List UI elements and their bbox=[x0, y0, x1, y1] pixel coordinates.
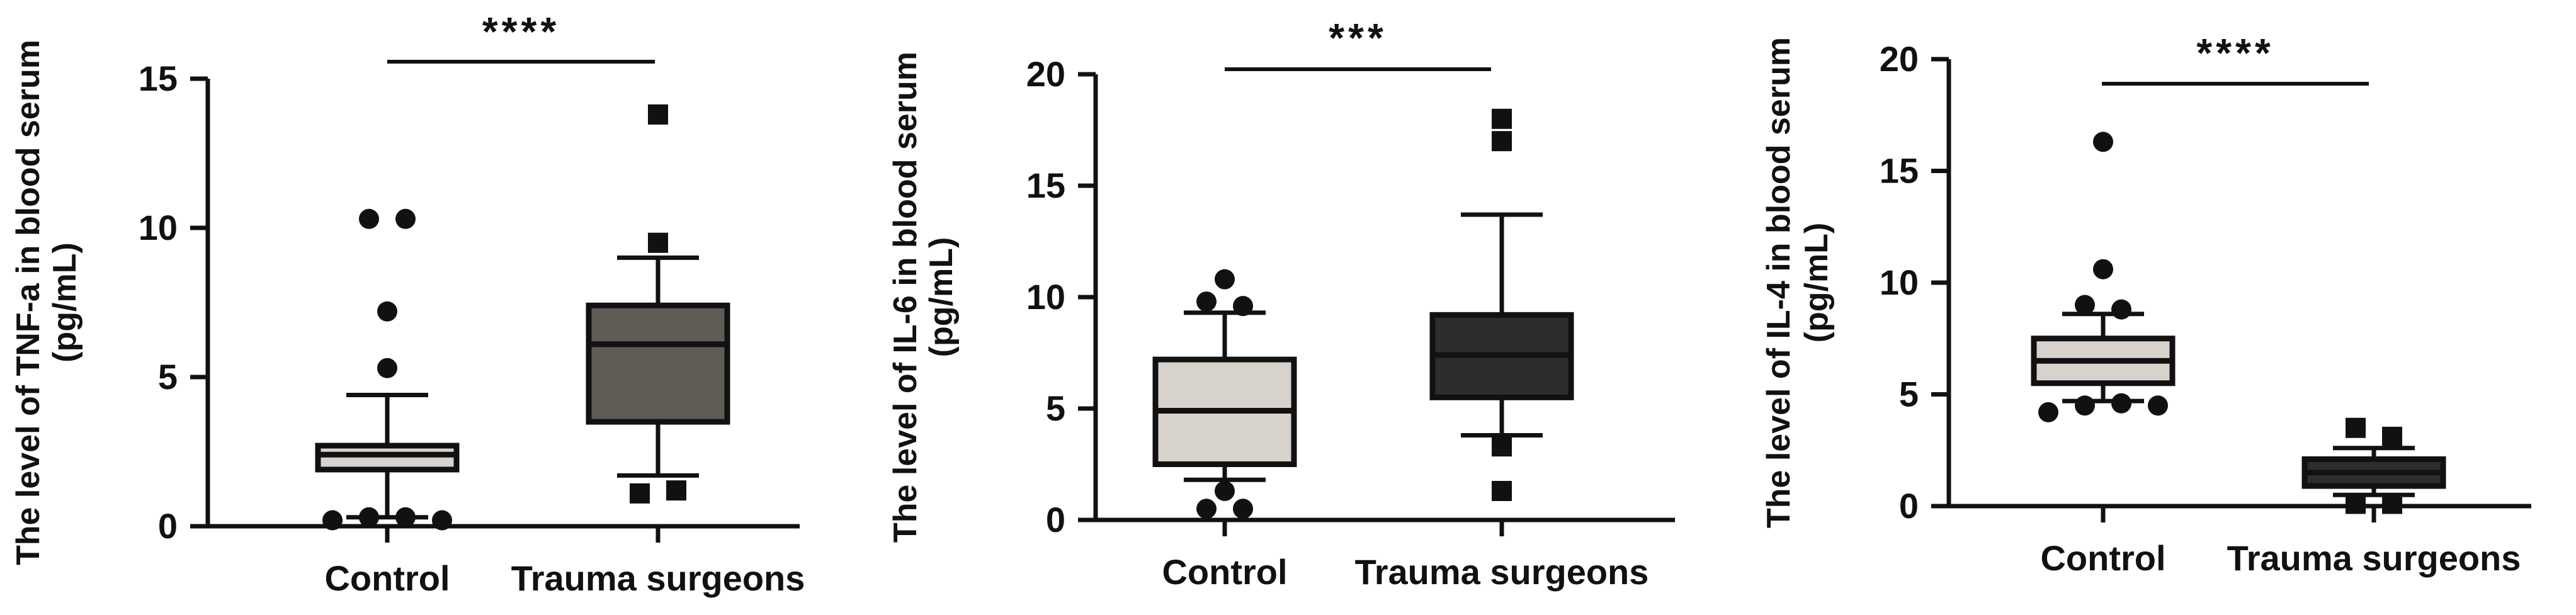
y-tick-label: 10 bbox=[139, 208, 178, 247]
outlier-point bbox=[2075, 295, 2095, 315]
outlier-point bbox=[1492, 480, 1512, 501]
outlier-point bbox=[2382, 494, 2402, 514]
outlier-point bbox=[1492, 436, 1512, 457]
outlier-point bbox=[648, 232, 668, 253]
outlier-point bbox=[2111, 393, 2131, 414]
significance-stars: *** bbox=[1329, 15, 1387, 60]
outlier-point bbox=[666, 480, 686, 501]
outlier-point bbox=[1233, 296, 1253, 317]
iqr-box bbox=[315, 443, 460, 473]
outlier-point bbox=[1492, 108, 1512, 129]
chart-panel-1: 0 5 10 15 Control Trauma surgeons The level of… bbox=[10, 9, 805, 598]
outlier-point bbox=[395, 507, 416, 528]
outlier-point bbox=[2346, 417, 2366, 438]
outlier-point bbox=[1196, 291, 1217, 312]
y-tick-label: 0 bbox=[1046, 500, 1065, 539]
outlier-point bbox=[1233, 499, 1253, 519]
outlier-point bbox=[2038, 402, 2058, 422]
y-tick-label: 10 bbox=[1880, 262, 1919, 302]
y-axis-unit: (pg/mL) bbox=[47, 242, 83, 363]
y-tick-label: 0 bbox=[1899, 486, 1919, 526]
outlier-point bbox=[1196, 499, 1217, 519]
box-group bbox=[1152, 269, 1297, 519]
outlier-point bbox=[2148, 395, 2168, 416]
box-group bbox=[2301, 417, 2446, 514]
outlier-point bbox=[1492, 131, 1512, 152]
outlier-point bbox=[432, 510, 452, 531]
x-category-label: Control bbox=[324, 558, 450, 598]
x-category-label: Trauma surgeons bbox=[1355, 552, 1649, 592]
y-tick-label: 20 bbox=[1026, 54, 1065, 94]
outlier-point bbox=[1215, 480, 1235, 501]
x-category-label: Trauma surgeons bbox=[2227, 538, 2521, 578]
box-group bbox=[315, 208, 460, 531]
outlier-point bbox=[1215, 269, 1235, 290]
outlier-point bbox=[2075, 395, 2095, 416]
y-axis-label: The level of IL-4 in blood serum bbox=[1761, 37, 1797, 528]
outlier-point bbox=[648, 104, 668, 125]
y-tick-label: 10 bbox=[1026, 277, 1065, 317]
y-tick-label: 15 bbox=[1880, 151, 1919, 191]
outlier-point bbox=[395, 208, 416, 229]
outlier-point bbox=[630, 483, 650, 504]
y-tick-label: 15 bbox=[1026, 166, 1065, 205]
chart-panel-2: 0 5 10 15 20 Control Trauma surgeons The level … bbox=[887, 15, 1675, 592]
y-axis-unit: (pg/mL) bbox=[1798, 223, 1835, 343]
box-group bbox=[586, 104, 730, 504]
outlier-point bbox=[359, 507, 379, 528]
x-category-label: Control bbox=[2040, 538, 2165, 578]
box-group bbox=[1429, 108, 1574, 501]
y-tick-label: 5 bbox=[158, 357, 178, 397]
x-category-label: Trauma surgeons bbox=[511, 558, 805, 598]
outlier-point bbox=[322, 510, 343, 531]
y-tick-label: 0 bbox=[158, 506, 178, 546]
box-group bbox=[2031, 132, 2176, 422]
outlier-point bbox=[359, 208, 379, 229]
y-tick-label: 5 bbox=[1046, 388, 1065, 428]
y-axis-label: The level of TNF-a in blood serum bbox=[10, 40, 47, 565]
y-axis-label: The level of IL-6 in blood serum bbox=[887, 52, 924, 543]
y-tick-label: 15 bbox=[139, 59, 178, 98]
outlier-point bbox=[377, 301, 397, 322]
y-tick-label: 5 bbox=[1899, 375, 1919, 414]
outlier-point bbox=[2382, 426, 2402, 447]
y-axis-unit: (pg/mL) bbox=[923, 237, 960, 358]
outlier-point bbox=[2346, 494, 2366, 514]
outlier-point bbox=[377, 358, 397, 378]
outlier-point bbox=[2093, 259, 2113, 279]
outlier-point bbox=[2111, 299, 2131, 320]
iqr-box bbox=[586, 302, 730, 425]
significance-stars: **** bbox=[2196, 30, 2274, 76]
x-category-label: Control bbox=[1162, 552, 1287, 592]
outlier-point bbox=[2093, 132, 2113, 152]
chart-panel-3: 0 5 10 15 20 Control Trauma surgeons The level … bbox=[1761, 30, 2531, 578]
y-tick-label: 20 bbox=[1880, 39, 1919, 79]
significance-stars: **** bbox=[482, 9, 560, 54]
